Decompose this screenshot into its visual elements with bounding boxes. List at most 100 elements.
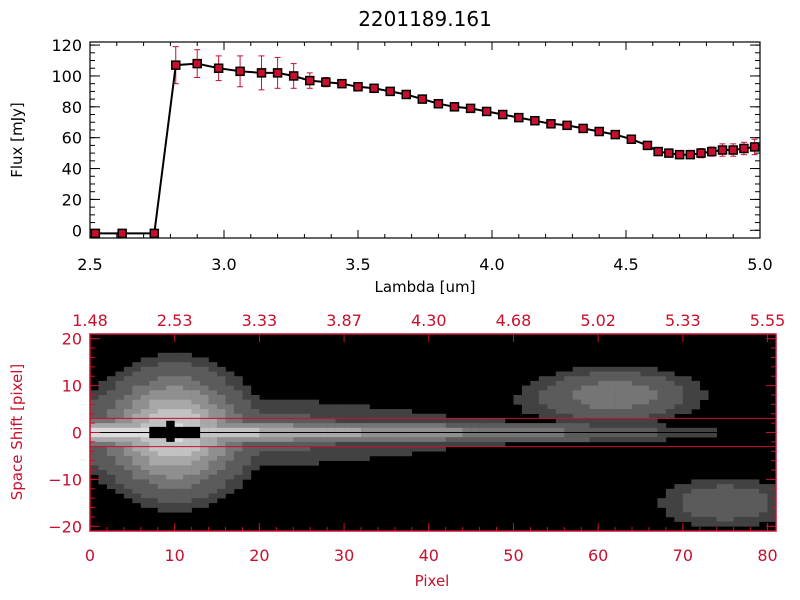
image-pixel [250, 451, 260, 457]
image-pixel [471, 423, 480, 429]
image-pixel [572, 366, 582, 372]
image-pixel [445, 423, 455, 429]
image-pixel [513, 432, 523, 438]
image-pixel [123, 470, 133, 476]
image-pixel [623, 394, 633, 400]
image-pixel [200, 479, 209, 485]
image-pixel [140, 479, 150, 485]
image-pixel [327, 418, 336, 424]
image-pixel [437, 413, 446, 419]
wavelength-top-ticks: 1.48 2.53 3.33 3.87 4.30 4.68 5.02 5.33 5.55 [72, 311, 785, 342]
image-pixel [250, 409, 260, 415]
image-pixel [420, 432, 430, 438]
image-pixel [598, 376, 607, 382]
image-pixel [665, 493, 675, 499]
image-pixel [98, 385, 108, 391]
image-pixel [310, 423, 319, 429]
image-pixel [90, 423, 99, 429]
image-pixel [742, 493, 751, 499]
flux-data-point [497, 109, 508, 120]
image-pixel [462, 427, 472, 433]
image-pixel [386, 446, 396, 452]
image-pixel [233, 409, 243, 415]
image-pixel [759, 498, 768, 504]
image-pixel [759, 516, 768, 522]
image-pixel [174, 474, 184, 480]
flux-y-tick-label: 0 [72, 221, 82, 240]
image-pixel [191, 418, 201, 424]
image-pixel [132, 423, 142, 429]
image-pixel [411, 427, 421, 433]
image-pixel [225, 418, 235, 424]
image-pixel [166, 465, 175, 471]
image-pixel [174, 451, 184, 457]
flux-data-point [235, 66, 245, 77]
image-pixel [233, 455, 243, 461]
image-pixel [115, 413, 125, 419]
image-pixel [115, 404, 125, 410]
image-pixel [665, 432, 675, 438]
image-pixel [208, 493, 218, 499]
image-pixel [725, 512, 734, 518]
image-pixel [488, 423, 497, 429]
image-pixel [530, 409, 540, 415]
image-pixel [183, 498, 192, 504]
image-pixel [581, 385, 590, 391]
image-pixel [140, 474, 150, 480]
image-pixel [115, 399, 125, 405]
image-pixel [233, 470, 243, 476]
image-pixel [90, 470, 99, 476]
image-pixel [648, 371, 658, 377]
image-pixel [157, 357, 167, 363]
image-pixel [250, 446, 260, 452]
image-pixel [632, 380, 641, 386]
image-pixel [589, 385, 599, 391]
image-pixel [589, 413, 599, 419]
image-pixel [157, 441, 167, 447]
image-pixel [98, 409, 108, 415]
image-pixel [217, 493, 226, 499]
image-pixel [233, 437, 243, 443]
image-pixel [462, 418, 472, 424]
image-pixel [335, 441, 345, 447]
image-pixel [157, 399, 167, 405]
image-pixel [267, 409, 277, 415]
image-pixel [90, 446, 99, 452]
image-pixel [327, 451, 336, 457]
image-pixel [471, 418, 480, 424]
image-pixel [225, 465, 235, 471]
image-pixel [115, 437, 125, 443]
image-pixel [157, 465, 167, 471]
image-pixel [699, 507, 709, 513]
image-pixel [767, 493, 777, 499]
image-pixel [242, 455, 252, 461]
image-pixel [191, 399, 201, 405]
image-pixel [217, 427, 226, 433]
image-pixel [479, 437, 489, 443]
image-pixel [98, 413, 108, 419]
image-pixel [183, 460, 192, 466]
image-pixel [648, 432, 658, 438]
image-pixel [217, 418, 226, 424]
image-pixel [140, 427, 150, 433]
image-pixel [361, 437, 370, 443]
image-pixel [691, 385, 701, 391]
image-pixel [750, 484, 760, 490]
image-pixel [98, 451, 108, 457]
image-pixel [733, 521, 743, 527]
image-pixel [377, 423, 387, 429]
image-pixel [217, 423, 226, 429]
image-pixel [242, 423, 252, 429]
image-pixel [132, 498, 142, 504]
image-pixel [301, 451, 311, 457]
image-pixel [632, 418, 641, 424]
image-pixel [699, 394, 709, 400]
image-pixel [437, 441, 446, 447]
image-pixel [674, 512, 684, 518]
image-pixel [750, 498, 760, 504]
image-pixel [140, 460, 150, 466]
image-pixel [674, 432, 684, 438]
image-pixel [564, 376, 574, 382]
image-pixel [623, 427, 633, 433]
image-pixel [352, 446, 362, 452]
